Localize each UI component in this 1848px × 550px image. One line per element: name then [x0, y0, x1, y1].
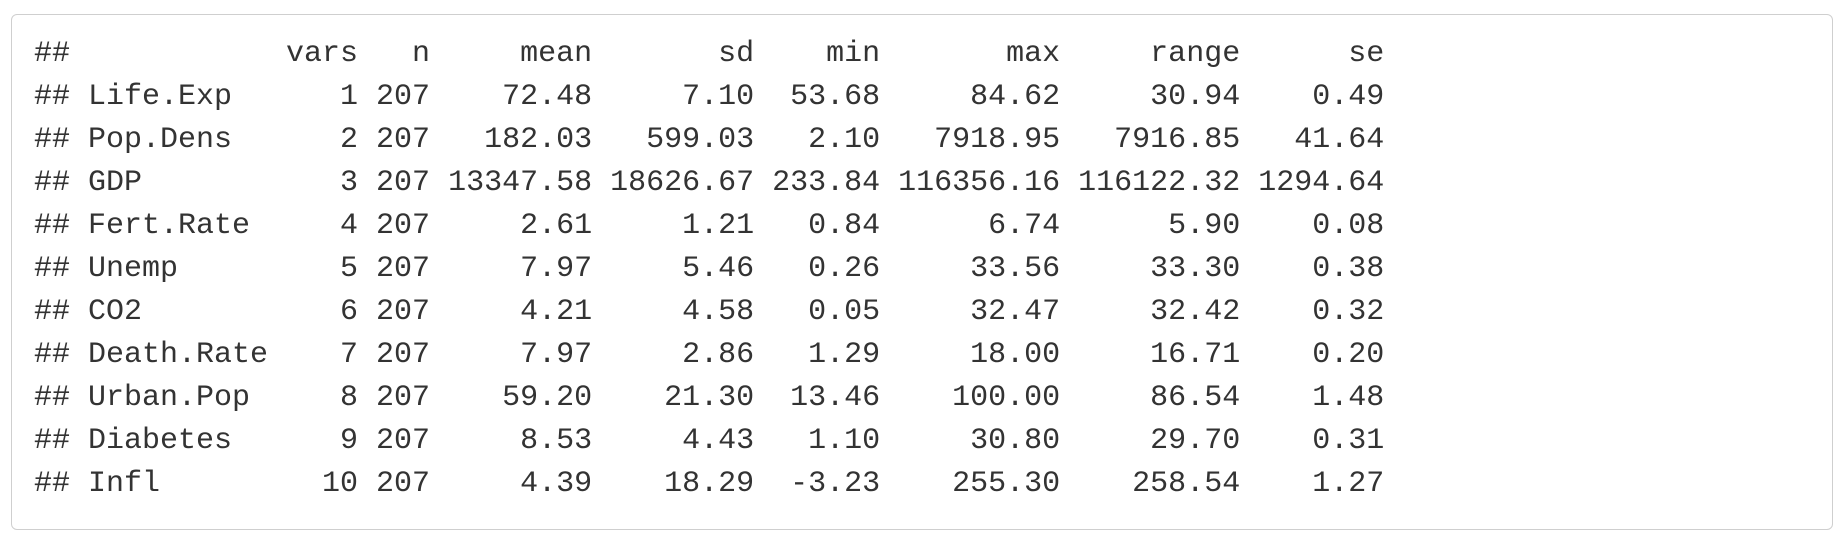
output-row-line: ## Life.Exp 1 207 72.48 7.10 53.68 84.62… [34, 80, 1385, 114]
code-output-text: ## vars n mean sd min max range se ## Lif… [34, 33, 1810, 506]
output-row-line: ## Fert.Rate 4 207 2.61 1.21 0.84 6.74 5… [34, 209, 1385, 243]
output-header-line: ## vars n mean sd min max range se [34, 37, 1385, 71]
output-row-line: ## Unemp 5 207 7.97 5.46 0.26 33.56 33.3… [34, 252, 1385, 286]
code-output-block: ## vars n mean sd min max range se ## Lif… [11, 14, 1833, 530]
output-row-line: ## Urban.Pop 8 207 59.20 21.30 13.46 100… [34, 381, 1385, 415]
output-row-line: ## Pop.Dens 2 207 182.03 599.03 2.10 791… [34, 123, 1385, 157]
output-row-line: ## Death.Rate 7 207 7.97 2.86 1.29 18.00… [34, 338, 1385, 372]
output-row-line: ## GDP 3 207 13347.58 18626.67 233.84 11… [34, 166, 1385, 200]
output-row-line: ## Infl 10 207 4.39 18.29 -3.23 255.30 2… [34, 467, 1385, 501]
output-row-line: ## Diabetes 9 207 8.53 4.43 1.10 30.80 2… [34, 424, 1385, 458]
output-row-line: ## CO2 6 207 4.21 4.58 0.05 32.47 32.42 … [34, 295, 1385, 329]
